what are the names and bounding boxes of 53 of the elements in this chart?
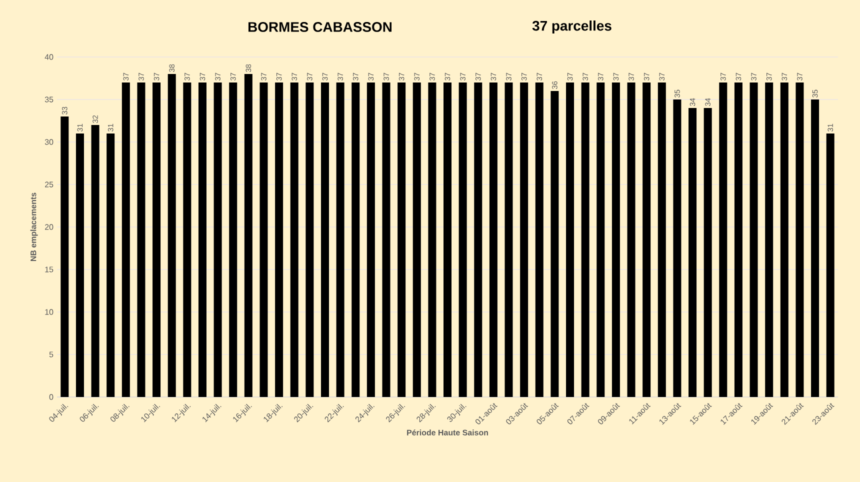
bar: [673, 100, 682, 397]
chart-title: BORMES CABASSON: [248, 22, 392, 32]
bar: [168, 74, 176, 397]
bar: [627, 82, 636, 397]
bar: [229, 82, 238, 397]
bar: [474, 82, 482, 397]
bar: [596, 82, 605, 397]
bar: [688, 108, 697, 397]
bar: [520, 82, 528, 397]
bar: [412, 82, 421, 397]
bar: [290, 82, 298, 397]
bar: [198, 82, 206, 397]
bar: [566, 82, 574, 397]
bar: [106, 134, 115, 397]
bar: [765, 82, 774, 397]
bar: [612, 82, 620, 397]
bar: [642, 82, 651, 397]
bar: [382, 82, 390, 397]
bar: [704, 108, 712, 397]
bar: [60, 116, 69, 397]
bar: [504, 82, 513, 397]
bar: [183, 82, 192, 397]
bar: [489, 82, 498, 397]
bar: [352, 82, 360, 397]
bar: [796, 82, 804, 397]
bar: [535, 82, 544, 397]
bar: [658, 82, 666, 397]
bar: [152, 82, 161, 397]
bar: [137, 82, 146, 397]
bar: [750, 82, 758, 397]
bar: [122, 82, 130, 397]
bar: [260, 82, 268, 397]
bar: [811, 100, 820, 397]
bar: [76, 134, 84, 397]
chart-subtitle: 37 parcelles: [532, 20, 612, 34]
bar: [320, 82, 329, 397]
bar: [719, 82, 728, 397]
bar: [398, 82, 406, 397]
bar: [336, 82, 344, 397]
bar: [306, 82, 314, 397]
bar: [244, 74, 252, 397]
bar: [458, 82, 467, 397]
bar: [91, 125, 100, 397]
bar: [214, 82, 222, 397]
bar: [826, 134, 834, 397]
bar: [780, 82, 788, 397]
bar: [275, 82, 284, 397]
bar: [581, 82, 590, 397]
bar: [428, 82, 436, 397]
bar: [734, 82, 742, 397]
bar: [550, 91, 559, 397]
bar: [444, 82, 452, 397]
bar: [366, 82, 375, 397]
